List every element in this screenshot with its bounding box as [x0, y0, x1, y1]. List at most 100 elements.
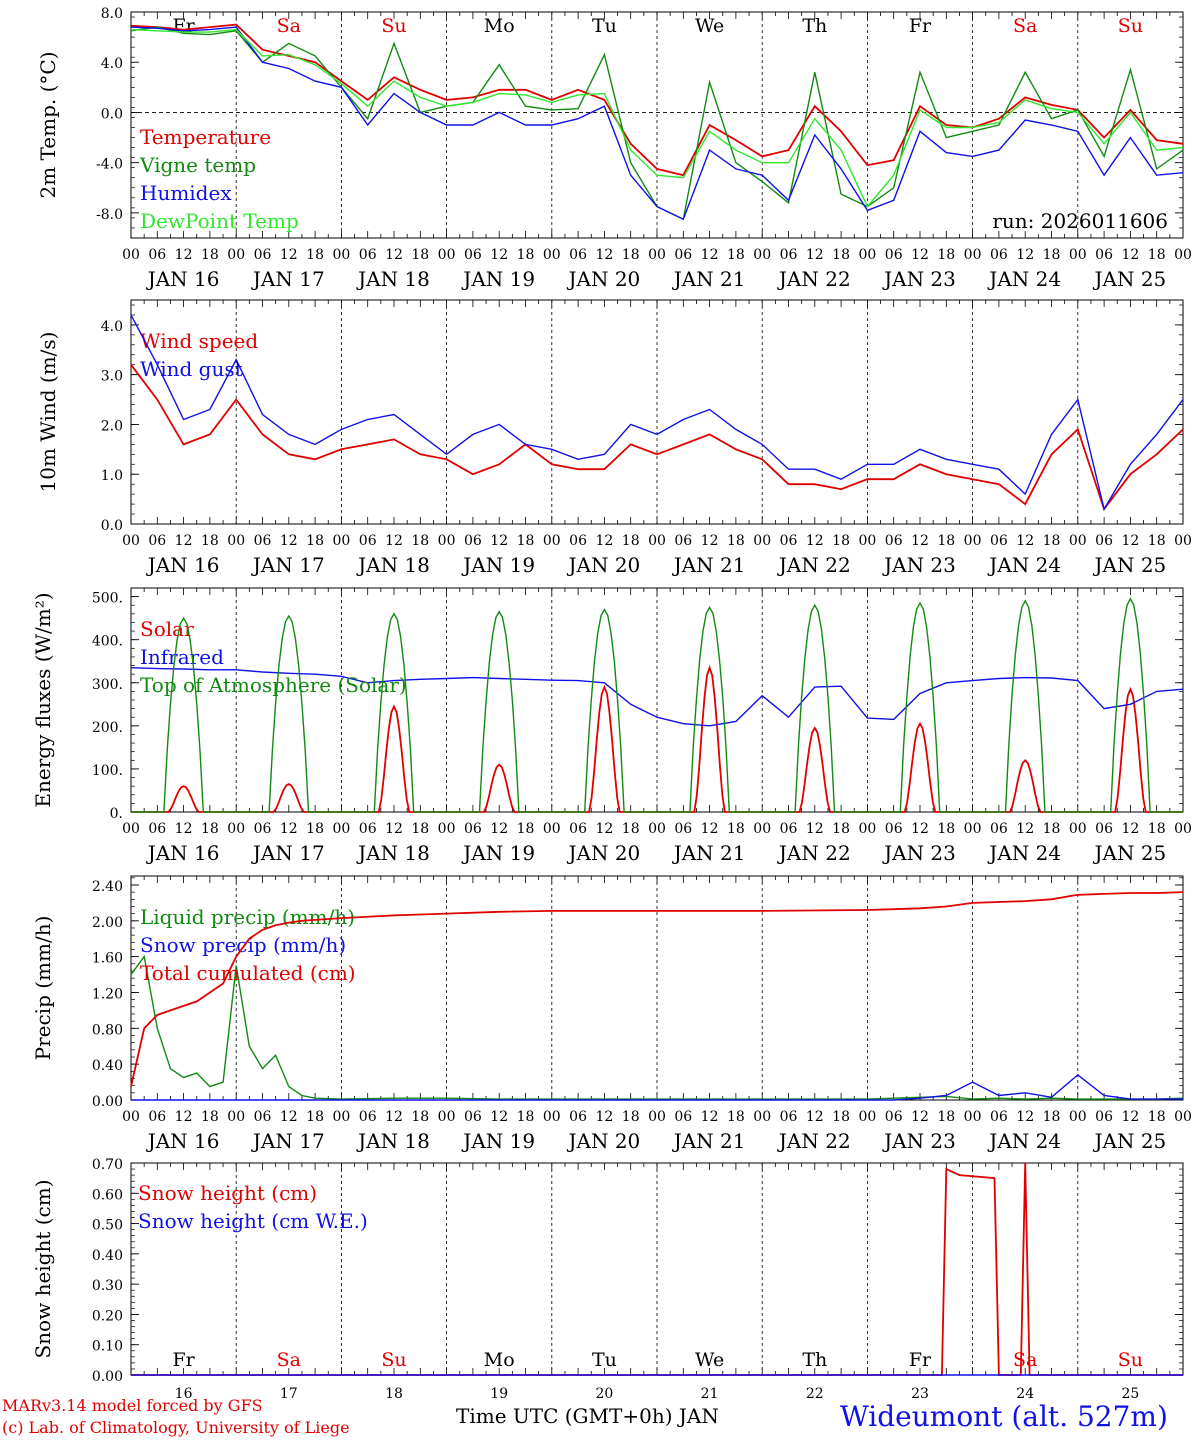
x-tick-label: 12 [911, 821, 929, 837]
x-tick-label: 00 [227, 1109, 245, 1125]
x-tick-label: 06 [990, 533, 1008, 549]
x-tick-label: 00 [858, 1109, 876, 1125]
x-tick-label: 12 [490, 821, 508, 837]
x-tick-label: 00 [438, 247, 456, 263]
date-label: JAN 25 [1093, 553, 1167, 577]
x-tick-label: 00 [332, 247, 350, 263]
x-tick-label: 06 [1095, 247, 1113, 263]
x-tick-label: 18 [306, 247, 324, 263]
date-label: JAN 17 [251, 553, 325, 577]
y-tick-label: 0.00 [92, 1369, 123, 1385]
x-tick-label: 00 [964, 821, 982, 837]
x-tick-label: 18 [1148, 1109, 1166, 1125]
weekday-label: Tu [592, 15, 617, 37]
x-tick-label: 12 [1016, 533, 1034, 549]
x-tick-label: 00 [858, 533, 876, 549]
x-tick-label: 00 [753, 1109, 771, 1125]
date-label: JAN 22 [777, 1129, 851, 1153]
weekday-label: Sa [277, 15, 301, 37]
series-line [131, 597, 1183, 813]
y-tick-label: 0.80 [92, 1022, 123, 1038]
x-tick-label: 06 [780, 821, 798, 837]
date-label: JAN 19 [461, 267, 535, 291]
date-label: JAN 23 [882, 1129, 956, 1153]
legend-entry: Total cumulated (cm) [140, 961, 356, 985]
run-label: run: 2026011606 [992, 209, 1168, 233]
weekday-label: We [695, 1349, 724, 1371]
legend-entry: Temperature [140, 125, 271, 149]
series-line [130, 314, 1184, 511]
x-tick-label: 18 [622, 1109, 640, 1125]
y-tick-label: 8.0 [101, 6, 123, 22]
x-tick-label: 18 [622, 247, 640, 263]
y-axis-label: Energy fluxes (W/m²) [31, 592, 55, 807]
legend-entry: Infrared [140, 645, 224, 669]
day-number-label: 23 [911, 1386, 929, 1402]
x-tick-label: 06 [1095, 821, 1113, 837]
day-number-label: 21 [701, 1386, 719, 1402]
date-label: JAN 23 [882, 267, 956, 291]
x-tick-label: 06 [885, 533, 903, 549]
x-tick-label: 06 [780, 533, 798, 549]
series-line [131, 1073, 1183, 1101]
x-tick-label: 06 [148, 821, 166, 837]
x-tick-label: 06 [359, 821, 377, 837]
date-label: JAN 24 [987, 553, 1061, 577]
x-tick-label: 06 [254, 247, 272, 263]
x-tick-label: 00 [648, 821, 666, 837]
x-tick-label: 12 [1121, 821, 1139, 837]
x-tick-label: 06 [990, 1109, 1008, 1125]
day-number-label: 24 [1016, 1386, 1034, 1402]
x-tick-label: 18 [1148, 821, 1166, 837]
y-axis-label: 10m Wind (m/s) [36, 332, 60, 493]
x-tick-label: 06 [990, 247, 1008, 263]
series-line [130, 23, 1184, 177]
x-tick-label: 18 [727, 247, 745, 263]
x-tick-label: 06 [569, 1109, 587, 1125]
x-tick-label: 00 [1174, 1109, 1192, 1125]
x-tick-label: 00 [332, 533, 350, 549]
x-tick-label: 00 [122, 533, 140, 549]
series-line [130, 26, 1184, 221]
lab-credit: (c) Lab. of Climatology, University of L… [2, 1418, 350, 1437]
x-tick-label: 12 [1016, 821, 1034, 837]
date-label: JAN 20 [567, 267, 641, 291]
y-tick-label: 100. [92, 763, 123, 779]
date-label: JAN 23 [882, 841, 956, 865]
x-tick-label: 18 [201, 1109, 219, 1125]
date-label: JAN 25 [1093, 1129, 1167, 1153]
weekday-label: Sa [1013, 15, 1037, 37]
x-tick-label: 12 [911, 247, 929, 263]
weekday-label: Sa [1013, 1349, 1037, 1371]
y-tick-label: -8.0 [96, 207, 123, 223]
date-label: JAN 18 [356, 1129, 430, 1153]
x-tick-label: 00 [1069, 821, 1087, 837]
weekday-label: Fr [909, 15, 932, 37]
y-axis-label: 2m Temp. (°C) [36, 51, 60, 198]
y-tick-label: 200. [92, 720, 123, 736]
y-tick-label: 0.20 [92, 1308, 123, 1324]
x-tick-label: 00 [964, 1109, 982, 1125]
x-tick-label: 00 [227, 247, 245, 263]
x-tick-label: 18 [1043, 533, 1061, 549]
x-tick-label: 00 [543, 247, 561, 263]
x-tick-label: 00 [858, 247, 876, 263]
x-tick-label: 00 [1069, 247, 1087, 263]
x-tick-label: 00 [438, 821, 456, 837]
y-tick-label: 0.0 [101, 518, 123, 534]
x-tick-label: 12 [806, 821, 824, 837]
x-tick-label: 06 [359, 533, 377, 549]
y-tick-label: 1.60 [92, 951, 123, 967]
date-label: JAN 19 [461, 553, 535, 577]
x-tick-label: 12 [385, 533, 403, 549]
date-label: JAN 17 [251, 1129, 325, 1153]
y-tick-label: 0.60 [92, 1187, 123, 1203]
date-label: JAN 19 [461, 841, 535, 865]
y-tick-label: 1.0 [101, 468, 123, 484]
weekday-label: Fr [172, 1349, 195, 1371]
legend-entry: Humidex [140, 181, 232, 205]
legend-entry: DewPoint Temp [140, 209, 299, 233]
x-tick-label: 00 [964, 247, 982, 263]
x-tick-label: 00 [227, 821, 245, 837]
